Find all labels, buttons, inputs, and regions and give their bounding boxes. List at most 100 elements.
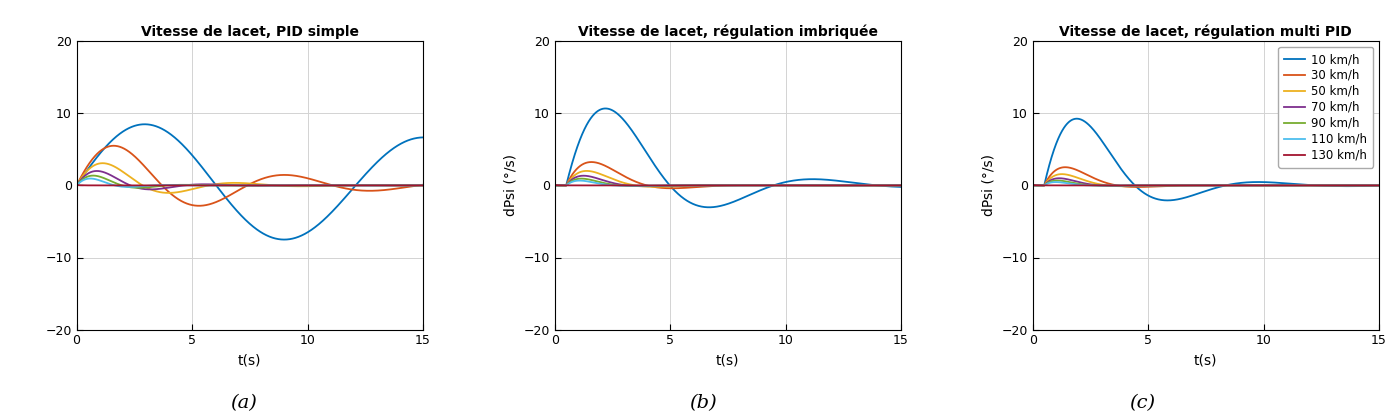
30 km/h — [415, 182, 432, 187]
30 km/h — [680, 185, 696, 190]
10 km/h — [886, 184, 903, 189]
70 km/h — [1364, 183, 1380, 188]
90 km/h — [694, 183, 710, 188]
110 km/h — [408, 183, 425, 188]
130 km/h — [893, 183, 910, 188]
130 km/h — [371, 183, 387, 188]
30 km/h — [1057, 165, 1074, 170]
50 km/h — [848, 183, 865, 188]
30 km/h — [106, 143, 123, 148]
10 km/h — [1085, 126, 1102, 131]
Text: (c): (c) — [1130, 394, 1155, 412]
50 km/h — [95, 161, 111, 166]
90 km/h — [1099, 183, 1116, 188]
50 km/h — [160, 190, 177, 195]
90 km/h — [408, 183, 425, 188]
10 km/h — [415, 135, 432, 140]
10 km/h — [1159, 198, 1176, 203]
30 km/h — [408, 183, 425, 188]
130 km/h — [886, 183, 903, 188]
70 km/h — [893, 183, 910, 188]
50 km/h — [1053, 172, 1070, 177]
90 km/h — [886, 183, 903, 188]
10 km/h — [408, 136, 425, 140]
70 km/h — [606, 181, 623, 186]
110 km/h — [216, 183, 233, 188]
110 km/h — [107, 183, 124, 188]
90 km/h — [1326, 183, 1343, 188]
70 km/h — [142, 187, 159, 192]
130 km/h — [680, 183, 696, 188]
X-axis label: t(s): t(s) — [1194, 353, 1217, 367]
Line: 70 km/h: 70 km/h — [77, 171, 423, 190]
110 km/h — [82, 176, 99, 181]
30 km/h — [107, 143, 124, 148]
110 km/h — [1364, 183, 1380, 188]
70 km/h — [202, 182, 219, 187]
Line: 10 km/h: 10 km/h — [1032, 119, 1379, 200]
50 km/h — [371, 183, 387, 187]
70 km/h — [1158, 183, 1174, 188]
130 km/h — [1364, 183, 1380, 188]
10 km/h — [1326, 184, 1343, 189]
110 km/h — [128, 184, 145, 189]
70 km/h — [1173, 183, 1190, 188]
70 km/h — [1326, 183, 1343, 188]
30 km/h — [371, 188, 387, 193]
70 km/h — [1024, 183, 1041, 188]
10 km/h — [137, 122, 153, 127]
70 km/h — [680, 183, 696, 188]
30 km/h — [893, 183, 910, 188]
X-axis label: t(s): t(s) — [238, 353, 262, 367]
130 km/h — [1172, 183, 1188, 188]
30 km/h — [1130, 185, 1146, 190]
10 km/h — [201, 174, 217, 179]
Text: (b): (b) — [690, 394, 717, 412]
10 km/h — [1024, 183, 1041, 188]
50 km/h — [1364, 183, 1380, 188]
Legend: 10 km/h, 30 km/h, 50 km/h, 70 km/h, 90 km/h, 110 km/h, 130 km/h: 10 km/h, 30 km/h, 50 km/h, 70 km/h, 90 k… — [1279, 47, 1373, 168]
110 km/h — [120, 185, 137, 190]
Line: 50 km/h: 50 km/h — [77, 163, 423, 193]
110 km/h — [415, 183, 432, 188]
30 km/h — [202, 202, 219, 207]
70 km/h — [89, 169, 106, 173]
130 km/h — [1064, 183, 1081, 188]
Line: 70 km/h: 70 km/h — [1032, 178, 1379, 186]
110 km/h — [1173, 183, 1190, 188]
30 km/h — [848, 183, 865, 188]
50 km/h — [1117, 184, 1134, 189]
30 km/h — [663, 186, 680, 191]
70 km/h — [1371, 183, 1387, 188]
110 km/h — [606, 183, 623, 188]
Line: 30 km/h: 30 km/h — [77, 146, 423, 206]
110 km/h — [620, 183, 637, 188]
70 km/h — [1050, 176, 1067, 181]
130 km/h — [1084, 183, 1100, 188]
90 km/h — [107, 181, 124, 186]
130 km/h — [128, 183, 145, 188]
30 km/h — [694, 184, 710, 189]
70 km/h — [694, 183, 710, 188]
Line: 50 km/h: 50 km/h — [554, 171, 901, 187]
90 km/h — [130, 185, 146, 190]
10 km/h — [68, 183, 85, 188]
10 km/h — [598, 106, 614, 111]
Line: 90 km/h: 90 km/h — [554, 179, 901, 186]
90 km/h — [893, 183, 910, 188]
50 km/h — [68, 183, 85, 188]
50 km/h — [606, 177, 623, 182]
70 km/h — [1064, 178, 1081, 183]
90 km/h — [1049, 178, 1066, 183]
10 km/h — [893, 185, 910, 190]
130 km/h — [415, 183, 432, 188]
30 km/h — [68, 183, 85, 188]
70 km/h — [216, 183, 233, 187]
110 km/h — [202, 183, 219, 188]
10 km/h — [276, 237, 293, 242]
130 km/h — [216, 183, 233, 188]
90 km/h — [1024, 183, 1041, 188]
130 km/h — [848, 183, 865, 188]
10 km/h — [1158, 198, 1174, 203]
10 km/h — [1371, 183, 1387, 188]
